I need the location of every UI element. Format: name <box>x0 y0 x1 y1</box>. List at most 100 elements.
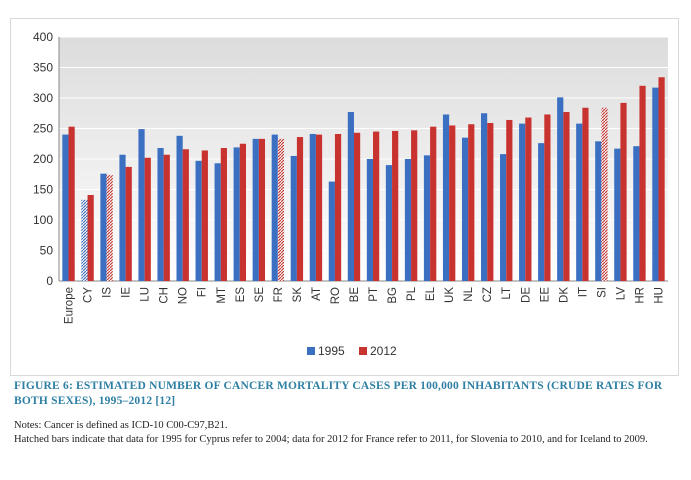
bar-1995-si <box>595 141 602 281</box>
x-tick-label: IS <box>102 287 114 298</box>
bar-2012-el <box>430 126 437 281</box>
bar-1995-cz <box>481 113 488 281</box>
bar-1995-uk <box>442 114 450 281</box>
bar-1995-pl <box>404 159 412 281</box>
x-tick-label: IE <box>121 287 133 298</box>
x-tick-label: HR <box>634 287 646 304</box>
legend-swatch-2012 <box>359 347 367 355</box>
notes-hatched-explanation: Hatched bars indicate that data for 1995… <box>14 434 648 445</box>
x-tick-label: BE <box>349 287 361 303</box>
bar-2012-nl <box>468 124 475 281</box>
bar-2012-ro <box>334 133 342 281</box>
bar-2012-ee <box>544 114 551 281</box>
bar-2012-es <box>239 143 246 281</box>
x-tick-label: SK <box>292 287 304 303</box>
bar-1995-europe <box>62 134 69 281</box>
bar-1995-ee <box>538 143 545 281</box>
bar-2012-is <box>106 174 113 281</box>
x-tick-label: LU <box>140 287 152 302</box>
bar-1995-ie <box>119 154 126 281</box>
x-tick-label: LV <box>615 287 627 301</box>
bar-1995-dk <box>557 97 564 281</box>
bar-2012-uk <box>449 125 456 281</box>
bar-1995-cy <box>81 199 88 281</box>
bar-2012-lu <box>144 157 151 281</box>
legend-label-1995: 1995 <box>318 344 345 358</box>
x-tick-label: CY <box>83 287 95 303</box>
x-tick-label: MT <box>216 287 228 304</box>
bar-1995-hu <box>652 87 659 281</box>
x-tick-label: SI <box>596 287 608 298</box>
y-tick-label: 50 <box>40 244 54 258</box>
bar-2012-europe <box>68 126 75 281</box>
bar-1995-de <box>519 123 526 282</box>
bar-1995-ch <box>157 148 164 281</box>
bar-1995-lu <box>138 129 145 281</box>
bar-1995-mt <box>214 163 221 281</box>
x-tick-label: HU <box>653 287 665 304</box>
bar-2012-mt <box>220 148 227 281</box>
bar-1995-se <box>252 138 259 281</box>
y-tick-label: 100 <box>33 213 53 227</box>
bar-2012-ch <box>163 154 170 281</box>
bar-1995-sk <box>290 155 297 281</box>
bar-1995-es <box>233 147 240 281</box>
x-tick-label: PT <box>368 287 380 302</box>
x-tick-label: EE <box>539 287 551 303</box>
x-tick-label: FI <box>197 287 209 297</box>
bar-chart: 0 50 100 150 200 250 300 350 400 Europe CY IS IE LU CH… <box>33 30 668 358</box>
y-tick-label: 0 <box>46 274 53 288</box>
x-tick-label: FR <box>273 287 285 302</box>
bar-2012-hr <box>639 85 646 281</box>
legend-swatch-1995 <box>307 347 315 355</box>
bar-1995-hr <box>633 146 640 281</box>
bar-1995-bg <box>385 165 393 281</box>
x-tick-label: ES <box>235 287 247 303</box>
bar-2012-it <box>582 107 589 281</box>
x-tick-label: SE <box>254 287 266 303</box>
x-tick-label: LT <box>501 287 513 300</box>
bar-1995-el <box>423 155 431 281</box>
x-tick-label: UK <box>444 287 456 303</box>
bar-2012-at <box>315 134 323 281</box>
x-tick-label: CZ <box>482 287 494 302</box>
bar-2012-be <box>353 132 361 281</box>
bar-2012-se <box>258 138 266 281</box>
chart-frame: 0 50 100 150 200 250 300 350 400 Europe CY IS IE LU CH… <box>10 18 679 376</box>
bar-2012-si <box>601 107 608 281</box>
figure-caption: FIGURE 6: ESTIMATED NUMBER OF CANCER MOR… <box>14 380 663 407</box>
notes: Notes: Cancer is defined as ICD-10 C00-C… <box>14 419 676 447</box>
bar-2012-cy <box>87 194 94 281</box>
x-tick-label: NL <box>463 286 475 301</box>
notes-definition: Notes: Cancer is defined as ICD-10 C00-C… <box>14 420 228 431</box>
bar-2012-dk <box>563 112 570 281</box>
bar-2012-no <box>182 149 189 281</box>
x-tick-label: BG <box>387 287 399 304</box>
bar-1995-no <box>176 135 183 281</box>
y-tick-label: 300 <box>33 91 53 105</box>
bar-1995-pt <box>366 159 374 281</box>
bar-2012-fi <box>201 150 208 281</box>
bar-2012-lv <box>620 102 627 281</box>
bar-1995-it <box>576 123 583 282</box>
bar-1995-is <box>100 173 107 281</box>
bar-2012-ie <box>125 166 132 281</box>
bar-1995-ro <box>328 181 335 281</box>
x-tick-label: IT <box>577 287 589 297</box>
y-tick-label: 400 <box>33 30 53 44</box>
x-tick-label: PL <box>406 286 418 301</box>
bar-2012-hu <box>658 77 665 281</box>
bar-1995-lv <box>614 148 621 281</box>
bar-1995-be <box>347 112 354 281</box>
x-tick-label: AT <box>311 287 323 301</box>
bar-2012-cz <box>487 123 494 281</box>
x-tick-label: DE <box>520 287 532 303</box>
bar-1995-fr <box>271 134 278 281</box>
x-tick-label: DK <box>558 287 570 303</box>
y-tick-label: 200 <box>33 152 53 166</box>
bar-2012-pl <box>411 130 418 281</box>
bar-1995-at <box>309 133 316 281</box>
y-tick-label: 150 <box>33 183 53 197</box>
bar-2012-fr <box>277 138 285 281</box>
y-tick-label: 250 <box>33 122 53 136</box>
